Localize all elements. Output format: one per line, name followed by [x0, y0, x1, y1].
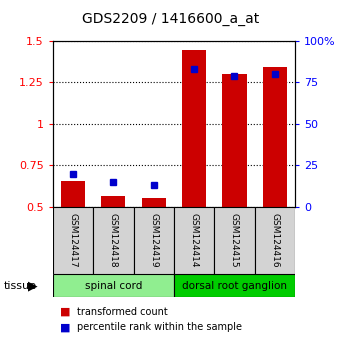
Text: GDS2209 / 1416600_a_at: GDS2209 / 1416600_a_at [82, 12, 259, 27]
Text: GSM124417: GSM124417 [69, 213, 77, 268]
Bar [174, 207, 214, 274]
Text: ▶: ▶ [28, 279, 37, 292]
Bar [182, 50, 206, 207]
Bar [93, 207, 134, 274]
Text: transformed count: transformed count [77, 307, 167, 316]
Text: GSM124418: GSM124418 [109, 213, 118, 268]
Bar [263, 67, 287, 207]
Text: GSM124415: GSM124415 [230, 213, 239, 268]
Bar [255, 207, 295, 274]
Bar [61, 181, 85, 207]
Bar [142, 198, 166, 207]
Bar [214, 207, 255, 274]
Text: percentile rank within the sample: percentile rank within the sample [77, 322, 242, 332]
Text: spinal cord: spinal cord [85, 281, 142, 291]
Bar [53, 274, 174, 297]
Text: ■: ■ [60, 307, 70, 316]
Text: GSM124416: GSM124416 [270, 213, 279, 268]
Bar [101, 196, 125, 207]
Bar [53, 207, 93, 274]
Text: GSM124419: GSM124419 [149, 213, 158, 268]
Bar [222, 74, 247, 207]
Text: tissue: tissue [3, 281, 36, 291]
Text: ■: ■ [60, 322, 70, 332]
Text: GSM124414: GSM124414 [190, 213, 198, 268]
Bar [174, 274, 295, 297]
Text: dorsal root ganglion: dorsal root ganglion [182, 281, 287, 291]
Bar [134, 207, 174, 274]
